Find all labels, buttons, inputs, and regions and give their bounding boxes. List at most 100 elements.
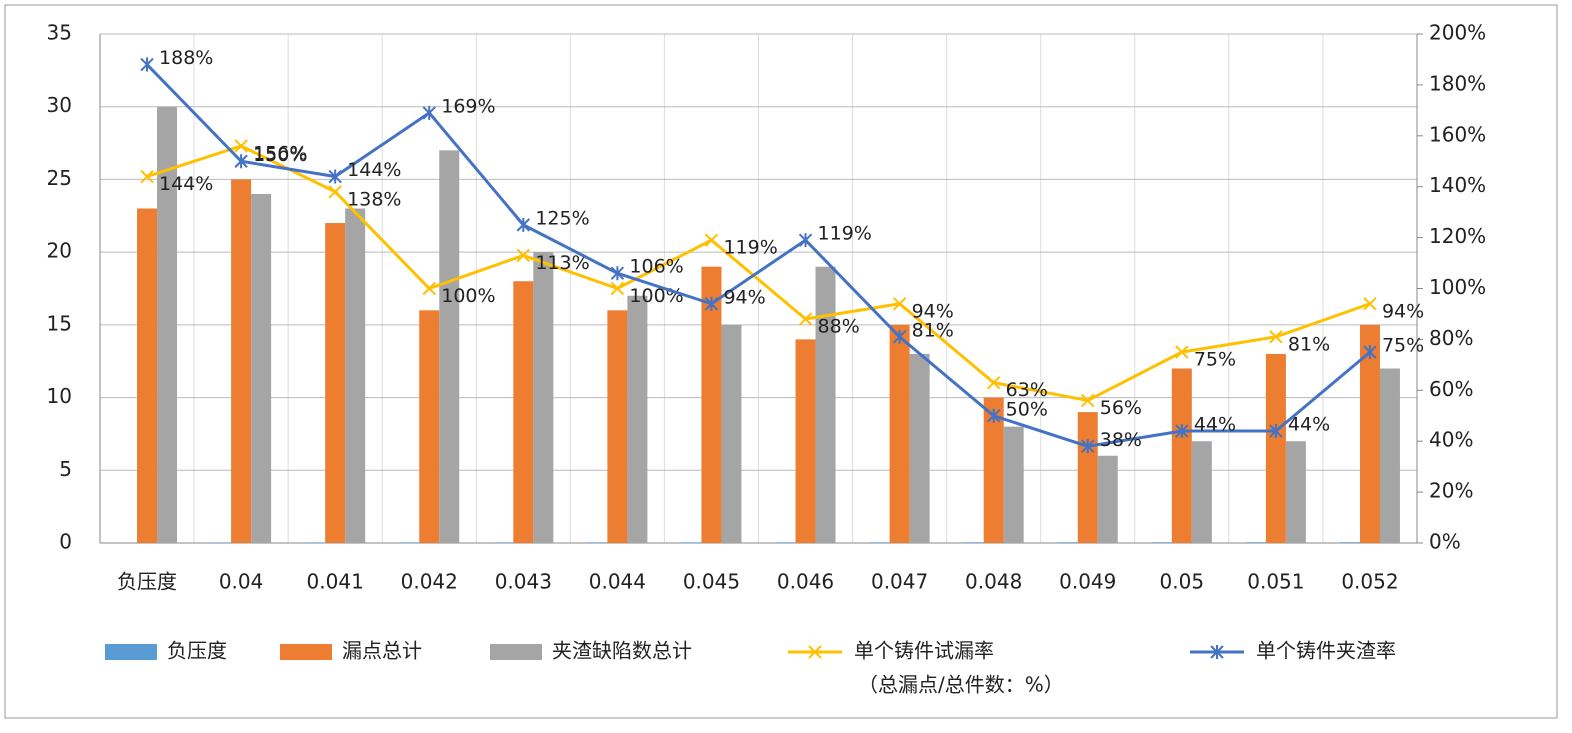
y2-tick-label: 0% [1429,530,1461,554]
bar [909,353,930,543]
bar [721,324,742,543]
y2-tick-label: 200% [1429,21,1486,45]
y2-tick-label: 160% [1429,122,1486,146]
bar [607,310,628,543]
marker [422,105,436,120]
marker [986,375,1001,390]
bar [869,542,890,543]
y2-tick-label: 80% [1429,326,1473,350]
data-label: 100% [629,285,683,307]
bar [983,397,1004,543]
bar [1003,426,1024,543]
marker [1081,439,1095,454]
legend-marker [1210,645,1224,659]
legend-marker [808,645,822,659]
bar [1285,441,1306,543]
marker [140,57,154,72]
marker [610,281,625,296]
x-tick-label: 0.044 [589,570,646,594]
data-label: 50% [1006,398,1048,420]
x-tick-label: 0.045 [683,570,740,594]
x-tick-label: 0.043 [495,570,552,594]
marker [892,329,907,344]
line [146,144,1371,403]
bar [1171,368,1192,543]
bar [325,223,346,544]
bar [513,281,534,543]
y2-tick-label: 120% [1429,224,1486,248]
bar [533,252,554,543]
bar [137,208,158,543]
data-label: 88% [818,316,860,338]
bar [211,542,232,543]
marker [234,154,248,169]
marker [1175,424,1189,439]
marker [1269,330,1283,344]
marker [1363,345,1377,360]
marker [1175,345,1189,359]
legend-label: 单个铸件试漏率 [854,639,994,663]
legend-label: 夹渣缺陷数总计 [552,639,692,663]
y-tick-label: 10 [47,384,72,408]
bar [419,310,440,543]
data-label: 106% [629,256,683,278]
y2-tick-label: 100% [1429,275,1486,299]
data-label: 156% [253,142,307,164]
data-label: 94% [1382,300,1424,322]
marker [1269,424,1283,439]
x-tick-label: 0.049 [1059,570,1116,594]
x-tick-label: 0.046 [777,570,834,594]
legend-label: 负压度 [167,639,227,663]
data-label: 100% [441,285,495,307]
data-label: 44% [1194,414,1236,436]
marker [328,185,342,199]
bar [345,208,366,543]
y2-tick-label: 20% [1429,479,1473,503]
marker [610,266,625,281]
y2-tick-label: 40% [1429,428,1473,452]
y-tick-label: 35 [47,21,72,45]
bar [1057,542,1078,543]
bar [1245,542,1266,543]
bar [493,542,514,543]
marker [234,139,248,153]
marker [986,408,1001,423]
data-label: 63% [1006,379,1048,401]
bar [231,179,252,543]
bar [889,324,910,543]
data-label: 38% [1100,429,1142,451]
data-label: 125% [535,207,589,229]
bar [439,150,460,544]
y-tick-label: 20 [47,239,72,263]
marker [328,169,342,184]
data-label: 94% [723,286,765,308]
bar [587,542,608,543]
marker [422,281,436,296]
y-tick-label: 5 [59,457,72,481]
bar [157,106,178,543]
x-tick-label: 0.041 [307,570,364,594]
data-label: 138% [347,188,401,210]
bar [1265,353,1286,543]
bar [1379,368,1400,543]
marker [140,169,154,184]
data-label: 81% [912,319,954,341]
marker [516,248,531,263]
legend-note: （总漏点/总件数：%） [858,673,1064,697]
legend-label: 单个铸件夹渣率 [1256,639,1396,663]
marker [798,312,813,326]
marker [892,297,907,311]
data-label: 81% [1288,333,1330,355]
bar [251,193,272,543]
y2-tick-label: 140% [1429,173,1486,197]
marker [1363,297,1377,311]
data-label: 119% [818,223,872,245]
x-tick-label: 0.048 [965,570,1022,594]
bar [1191,441,1212,543]
legend-label: 漏点总计 [342,639,422,663]
legend-swatch [490,644,542,660]
data-label: 119% [723,237,777,259]
x-tick-label: 0.05 [1160,570,1205,594]
bar [775,542,796,543]
